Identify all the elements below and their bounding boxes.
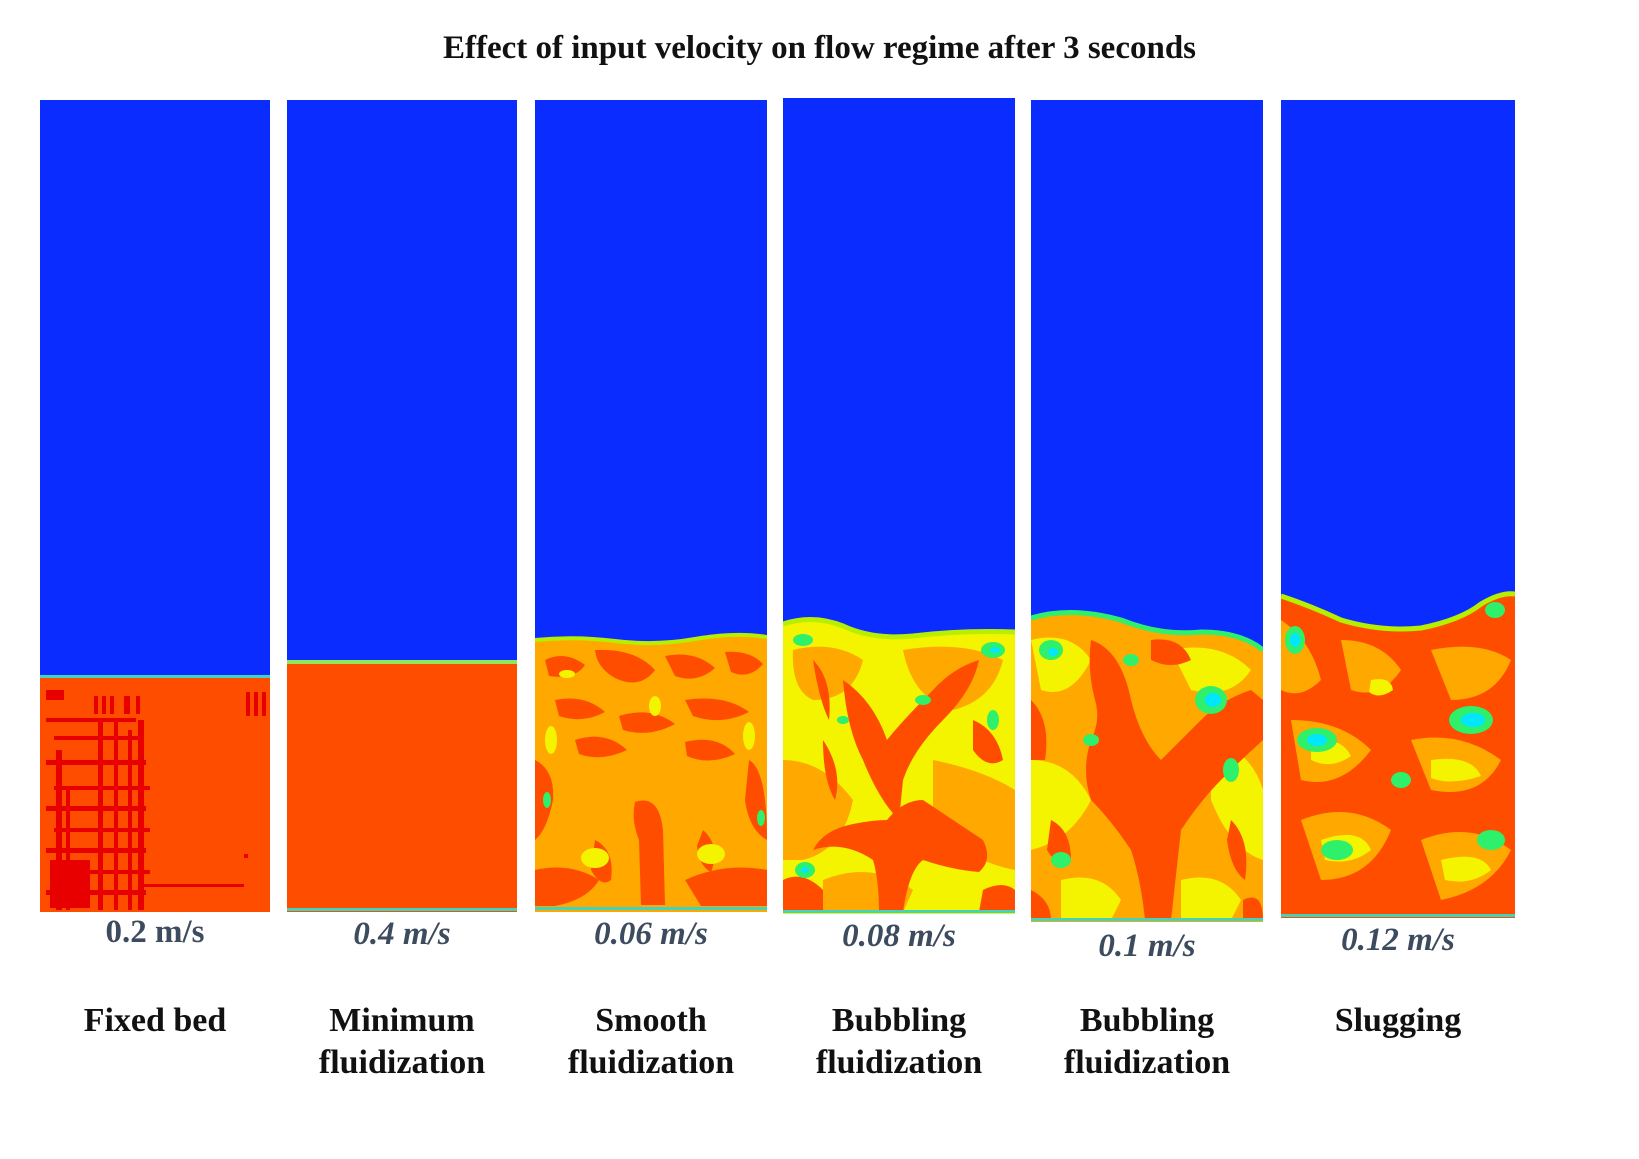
regime-label: Slugging: [1251, 1000, 1545, 1042]
contour-plot-bubbling-fluidization-1: [783, 98, 1015, 914]
regime-line-1: Fixed bed: [83, 1002, 227, 1039]
figure-title: Effect of input velocity on flow regime …: [442, 30, 1197, 66]
regime-line-2: fluidization: [815, 1044, 983, 1081]
velocity-label: 0.06 m/s: [594, 916, 708, 952]
regime-line-2: fluidization: [1063, 1044, 1231, 1081]
regime-line-1: Bubbling: [831, 1002, 967, 1039]
contour-plot-smooth-fluidization: [535, 100, 767, 912]
velocity-label: 0.1 m/s: [1098, 928, 1196, 964]
contour-plot-slugging: [1281, 100, 1515, 918]
regime-line-1: Bubbling: [1079, 1002, 1215, 1039]
regime-line-1: Slugging: [1334, 1002, 1462, 1039]
regime-label: Bubbling fluidization: [753, 1000, 1045, 1084]
contour-plot-fixed-bed: [40, 100, 270, 912]
regime-line-2: fluidization: [567, 1044, 735, 1081]
regime-label: Bubbling fluidization: [1001, 1000, 1293, 1084]
velocity-label: 0.12 m/s: [1341, 922, 1455, 958]
regime-label: Smooth fluidization: [505, 1000, 797, 1084]
contour-plot-bubbling-fluidization-2: [1031, 100, 1263, 922]
regime-label: Minimum fluidization: [257, 1000, 547, 1084]
regime-line-1: Minimum: [329, 1002, 475, 1039]
velocity-label: 0.4 m/s: [353, 916, 451, 952]
regime-label: Fixed bed: [10, 1000, 300, 1042]
regime-line-2: fluidization: [318, 1044, 486, 1081]
regime-line-1: Smooth: [595, 1002, 707, 1039]
contour-plot-minimum-fluidization: [287, 100, 517, 912]
velocity-label: 0.08 m/s: [842, 918, 956, 954]
velocity-label: 0.2 m/s: [105, 914, 205, 950]
